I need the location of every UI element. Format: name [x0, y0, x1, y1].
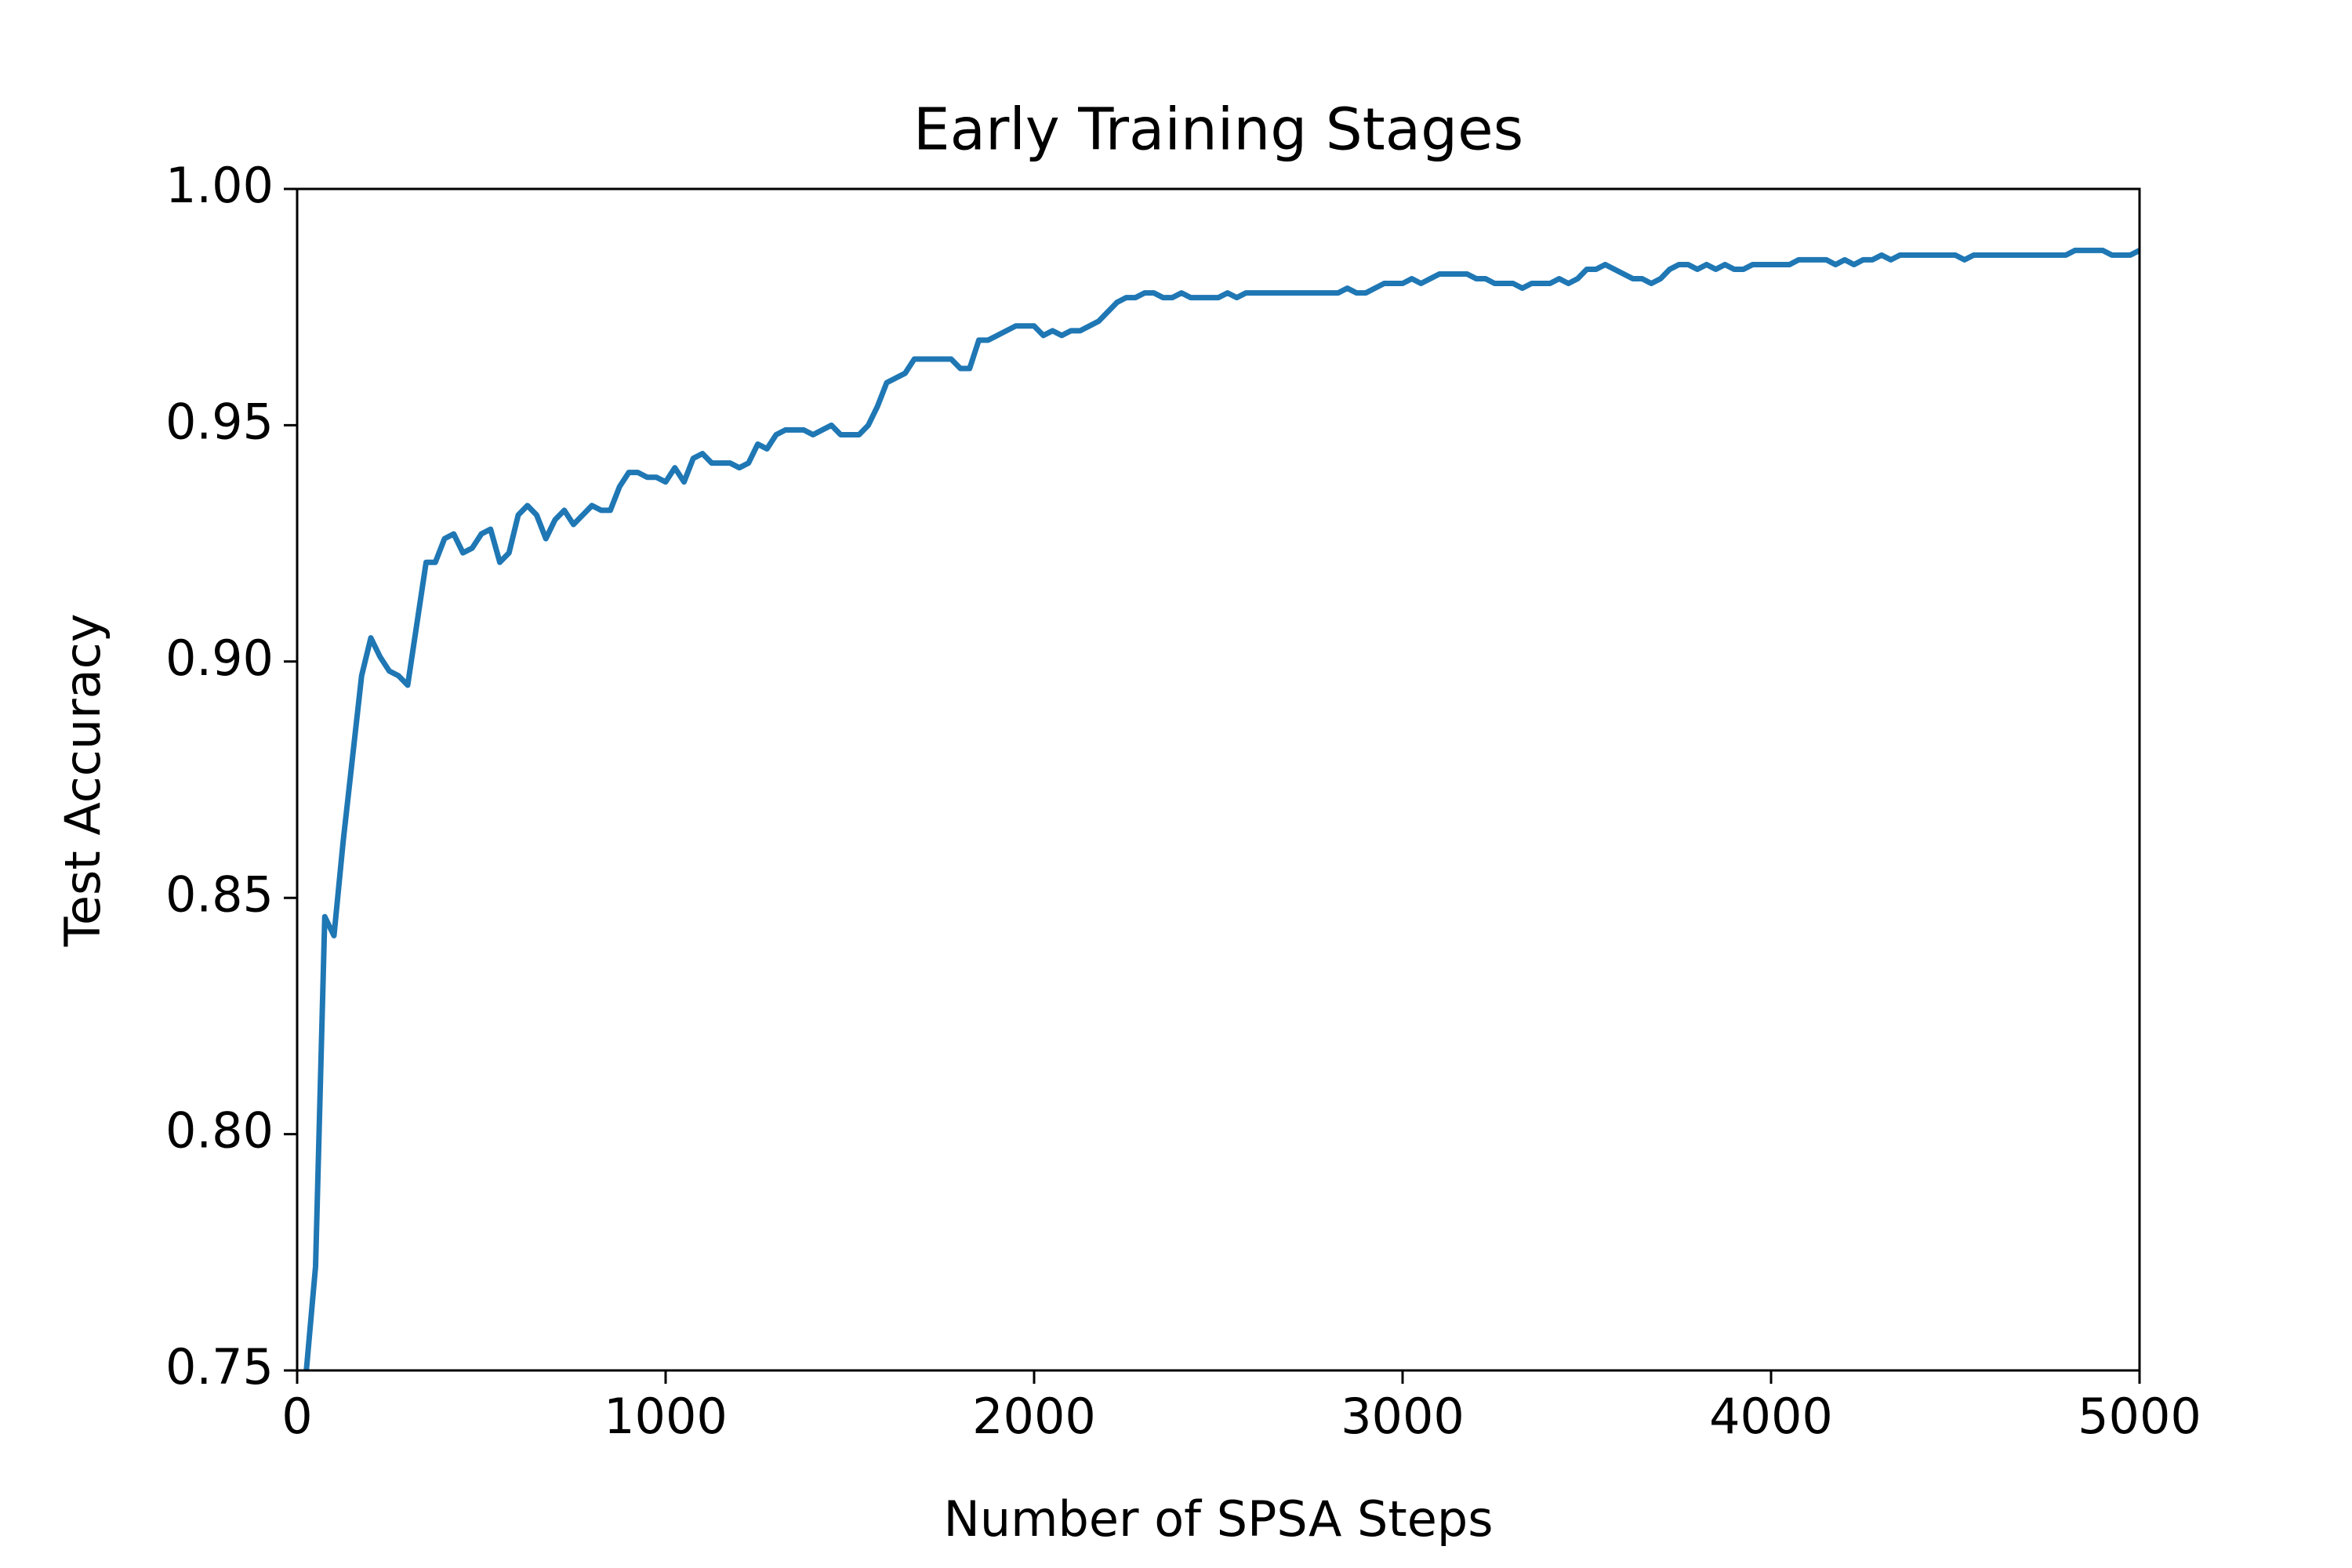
x-axis-label: Number of SPSA Steps: [943, 1490, 1493, 1548]
y-tick-label: 0.90: [165, 630, 274, 687]
y-tick-label: 0.80: [165, 1102, 274, 1160]
y-tick-label: 0.95: [165, 393, 274, 450]
y-axis-label: Test Accuracy: [54, 614, 111, 948]
x-tick-label: 5000: [2078, 1388, 2201, 1445]
plot-frame: [296, 187, 2141, 1372]
chart-title: Early Training Stages: [913, 96, 1523, 164]
y-tick-label: 0.75: [165, 1338, 274, 1396]
x-tick-label: 2000: [972, 1388, 1096, 1445]
x-tick-label: 4000: [1709, 1388, 1833, 1445]
x-tick-label: 0: [281, 1388, 312, 1445]
data-line: [303, 247, 2140, 1370]
x-tick-label: 3000: [1341, 1388, 1465, 1445]
x-tick-label: 1000: [604, 1388, 728, 1445]
y-tick-label: 0.85: [165, 866, 274, 923]
y-tick-label: 1.00: [165, 157, 274, 214]
